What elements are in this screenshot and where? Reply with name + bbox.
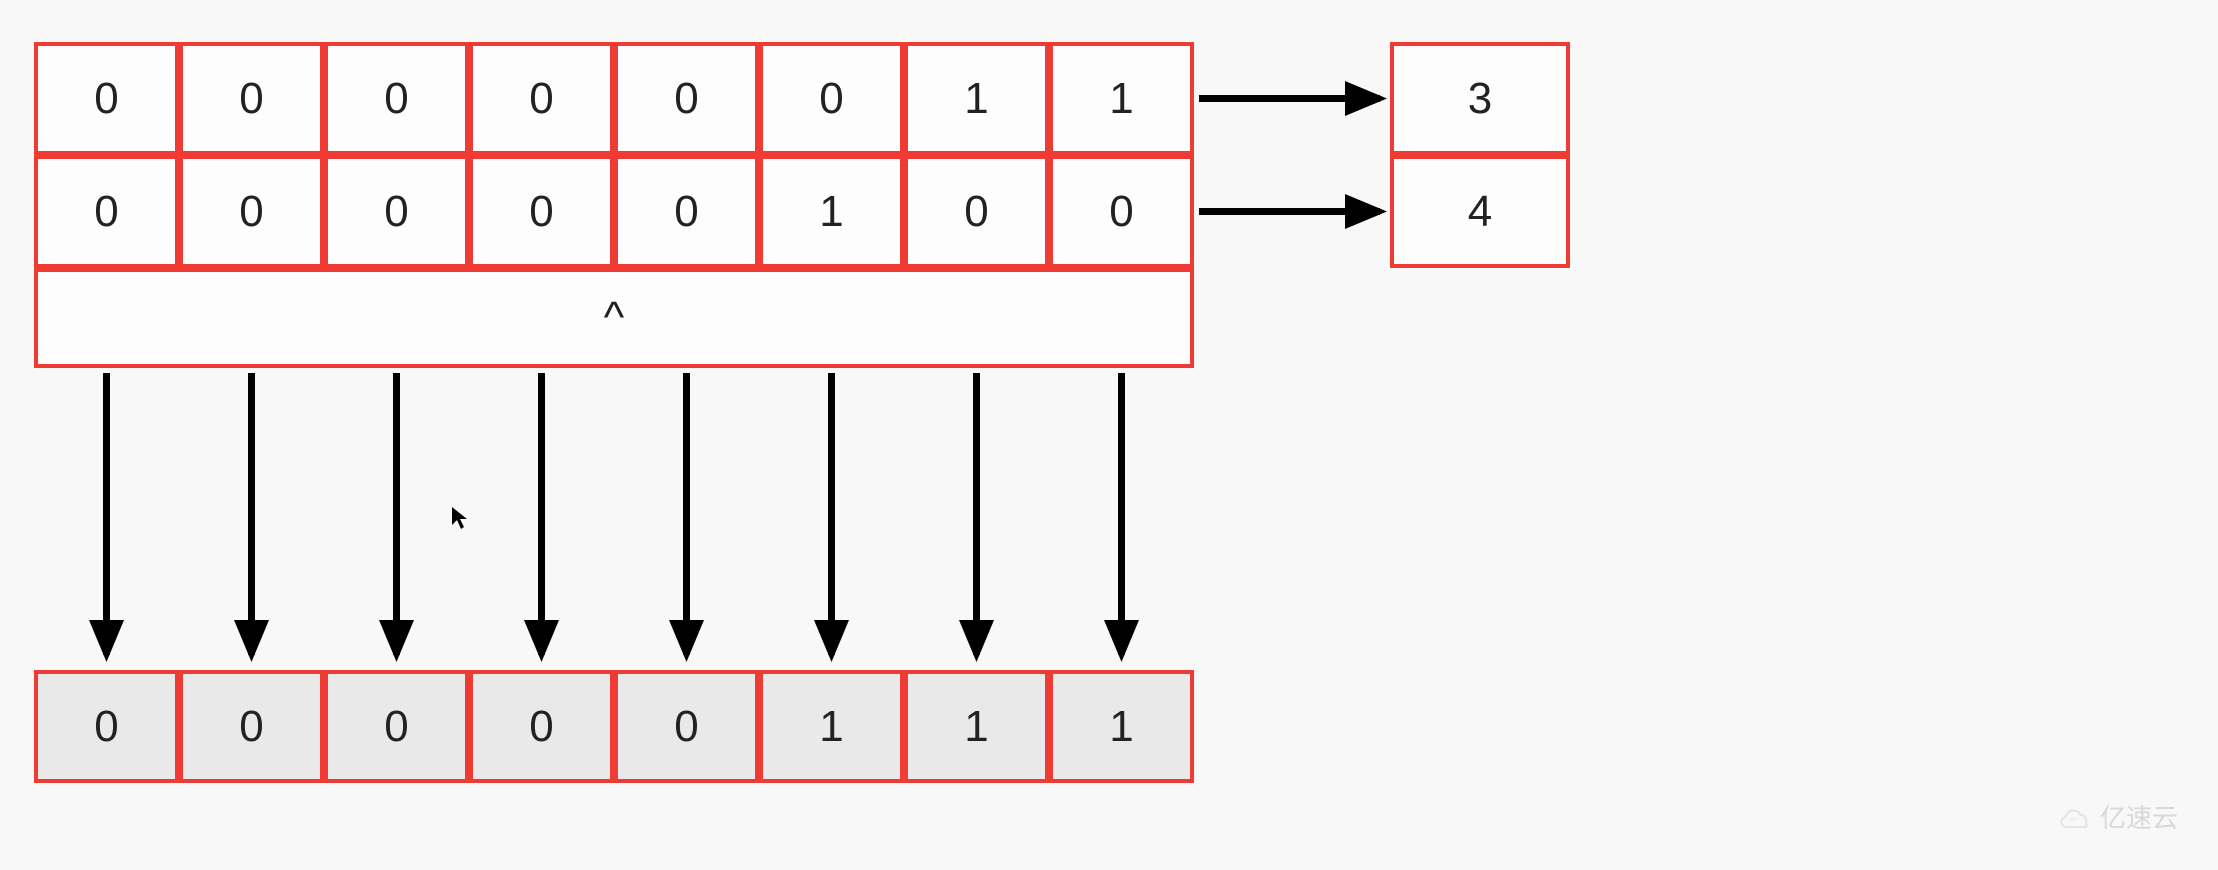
row2-bit-4: 0 — [614, 155, 759, 268]
row1-bit-1: 0 — [179, 42, 324, 155]
row2-bit-7: 0 — [1049, 155, 1194, 268]
result-bit-4: 0 — [614, 670, 759, 783]
result-bit-3: 0 — [469, 670, 614, 783]
row2-bit-2: 0 — [324, 155, 469, 268]
row1-bit-4: 0 — [614, 42, 759, 155]
result-bit-7: 1 — [1049, 670, 1194, 783]
result-bit-0: 0 — [34, 670, 179, 783]
row1-bit-0: 0 — [34, 42, 179, 155]
row1-bit-7: 1 — [1049, 42, 1194, 155]
watermark: ∞ 亿速云 — [2060, 798, 2178, 835]
watermark-text: 亿速云 — [2100, 798, 2178, 835]
result-bit-6: 1 — [904, 670, 1049, 783]
row1-bit-3: 0 — [469, 42, 614, 155]
operator-box: ^ — [34, 268, 1194, 368]
cursor-icon — [450, 505, 470, 538]
row1-bit-6: 1 — [904, 42, 1049, 155]
result-bit-5: 1 — [759, 670, 904, 783]
row2-bit-6: 0 — [904, 155, 1049, 268]
result-bit-2: 0 — [324, 670, 469, 783]
svg-text:∞: ∞ — [2070, 814, 2076, 824]
row2-bit-3: 0 — [469, 155, 614, 268]
row2-bit-5: 1 — [759, 155, 904, 268]
xor-diagram: 0 0 0 0 0 0 1 1 0 0 0 0 0 1 0 0 3 4 ^ 0 … — [20, 20, 2198, 850]
row1-bit-2: 0 — [324, 42, 469, 155]
row2-bit-0: 0 — [34, 155, 179, 268]
row1-bit-5: 0 — [759, 42, 904, 155]
cloud-icon: ∞ — [2060, 805, 2094, 829]
result-bit-1: 0 — [179, 670, 324, 783]
row1-decimal: 3 — [1390, 42, 1570, 155]
row2-bit-1: 0 — [179, 155, 324, 268]
row2-decimal: 4 — [1390, 155, 1570, 268]
